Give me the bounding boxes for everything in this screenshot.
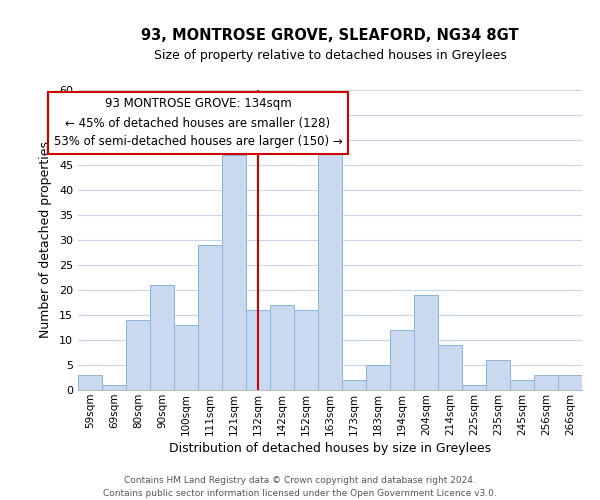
Text: 93, MONTROSE GROVE, SLEAFORD, NG34 8GT: 93, MONTROSE GROVE, SLEAFORD, NG34 8GT (141, 28, 519, 42)
Bar (462, 385, 486, 390)
Bar (366, 365, 390, 390)
Bar (174, 325, 198, 390)
Text: 93 MONTROSE GROVE: 134sqm
← 45% of detached houses are smaller (128)
53% of semi: 93 MONTROSE GROVE: 134sqm ← 45% of detac… (53, 98, 343, 148)
Bar (198, 245, 222, 390)
Bar (270, 305, 294, 390)
Text: Contains HM Land Registry data © Crown copyright and database right 2024.
Contai: Contains HM Land Registry data © Crown c… (103, 476, 497, 498)
Bar (510, 380, 534, 390)
X-axis label: Distribution of detached houses by size in Greylees: Distribution of detached houses by size … (169, 442, 491, 455)
Y-axis label: Number of detached properties: Number of detached properties (39, 142, 52, 338)
Bar (414, 295, 438, 390)
Bar (342, 380, 366, 390)
Bar (534, 375, 558, 390)
Bar (558, 375, 582, 390)
Bar (246, 310, 270, 390)
Bar (222, 155, 246, 390)
Bar (294, 310, 318, 390)
Bar (318, 145, 342, 390)
Bar (438, 345, 462, 390)
Bar (126, 320, 150, 390)
Bar (486, 360, 510, 390)
Bar (102, 385, 126, 390)
Title: Size of property relative to detached houses in Greylees: Size of property relative to detached ho… (154, 50, 506, 62)
Bar (390, 330, 414, 390)
Bar (78, 375, 102, 390)
Bar (150, 285, 174, 390)
